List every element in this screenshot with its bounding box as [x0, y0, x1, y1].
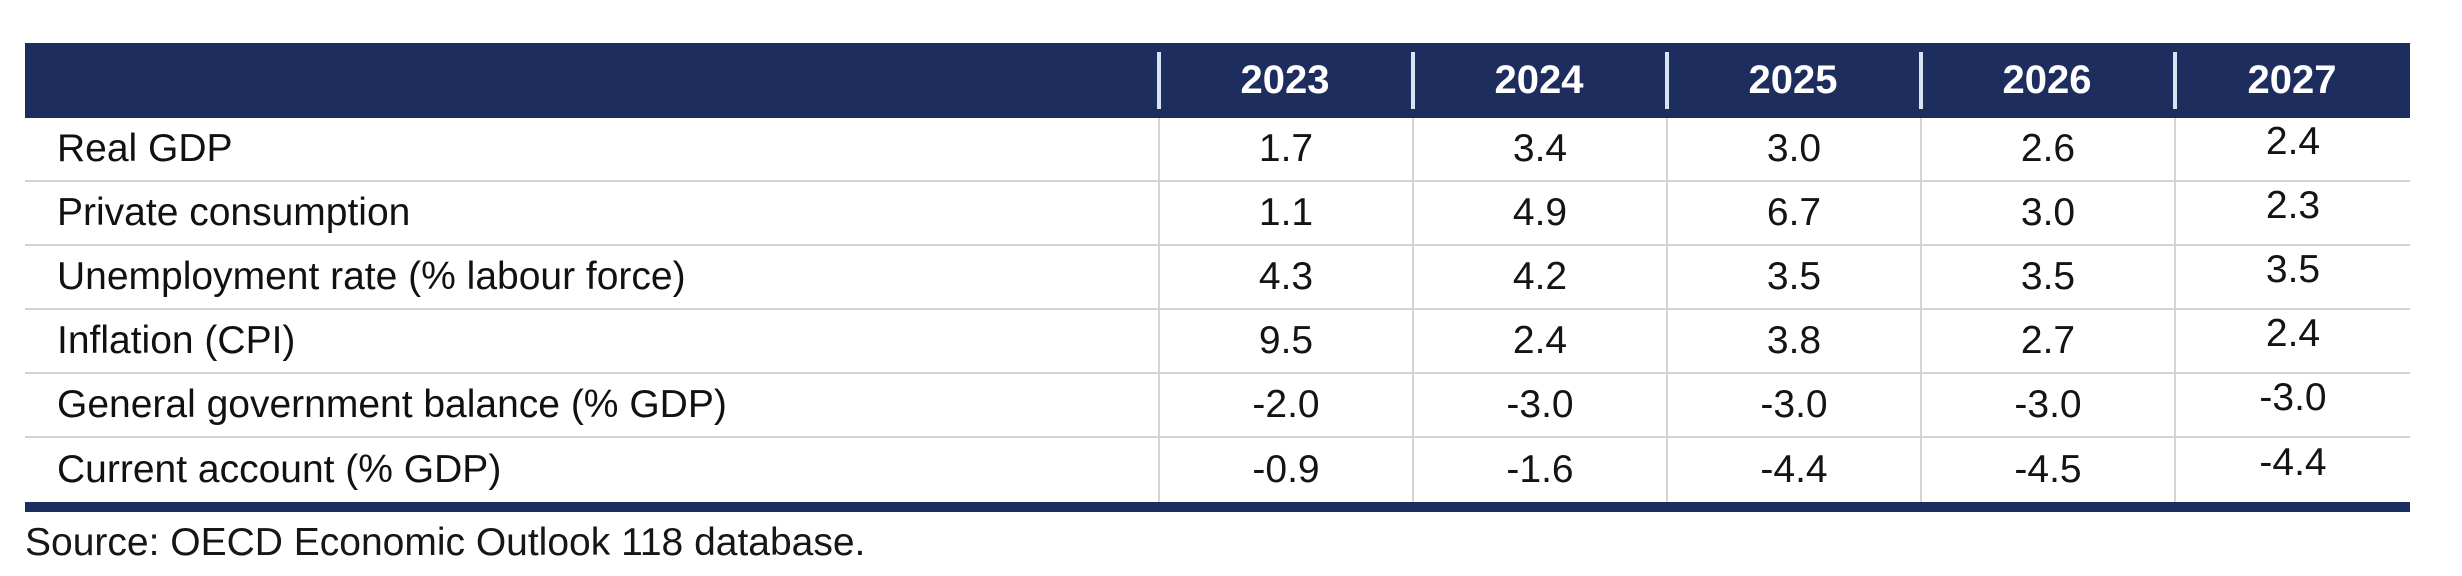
cell-value-text: 4.9	[1512, 191, 1568, 234]
cell-value-text: 1.1	[1258, 191, 1314, 234]
table-bottom-rule	[25, 502, 2410, 512]
table-row: Inflation (CPI) 9.5 2.4 3.8 2.7 2.4	[25, 310, 2410, 374]
year-label: 2024	[1494, 58, 1584, 102]
cell-value: 3.0	[1666, 118, 1920, 180]
cell-value: 3.5	[1666, 246, 1920, 308]
cell-value-text: 3.5	[2265, 248, 2321, 291]
cell-value: 2.6	[1920, 118, 2174, 180]
table-row: Current account (% GDP) -0.9 -1.6 -4.4 -…	[25, 438, 2410, 502]
table-row: Private consumption 1.1 4.9 6.7 3.0 2.3	[25, 182, 2410, 246]
cell-value-text: 3.5	[2020, 255, 2076, 298]
cell-value: 1.7	[1158, 118, 1412, 180]
cell-value: -3.0	[1666, 374, 1920, 436]
cell-value-text: 3.0	[1766, 127, 1822, 170]
cell-value: 3.4	[1412, 118, 1666, 180]
cell-value-text: 3.0	[2020, 191, 2076, 234]
row-label: General government balance (% GDP)	[57, 383, 727, 426]
cell-value-text: 2.6	[2020, 127, 2076, 170]
column-separator-line	[1665, 52, 1669, 109]
cell-value-text: 2.4	[1512, 319, 1568, 362]
economic-outlook-table: 2023 2024 2025 2026 2027 Real GDP 1.7 3.…	[25, 43, 2410, 512]
cell-value: 2.7	[1920, 310, 2174, 372]
row-label: Unemployment rate (% labour force)	[57, 255, 686, 298]
cell-value-text: 2.4	[2265, 120, 2321, 163]
year-header: 2027	[2173, 43, 2410, 118]
cell-value: 3.8	[1666, 310, 1920, 372]
cell-value-text: 3.5	[1766, 255, 1822, 298]
cell-value-text: -0.9	[1252, 448, 1320, 491]
cell-value: -3.0	[1412, 374, 1666, 436]
cell-value-text: 9.5	[1258, 319, 1314, 362]
cell-value: 6.7	[1666, 182, 1920, 244]
row-label: Real GDP	[57, 127, 233, 170]
cell-value-text: -3.0	[1760, 383, 1828, 426]
cell-value-text: 6.7	[1766, 191, 1822, 234]
table-row: Unemployment rate (% labour force) 4.3 4…	[25, 246, 2410, 310]
cell-value: 2.4	[1412, 310, 1666, 372]
cell-value: 4.9	[1412, 182, 1666, 244]
column-separator-line	[1157, 52, 1161, 109]
cell-value: 3.5	[2174, 246, 2410, 308]
year-label: 2027	[2247, 58, 2337, 102]
year-header: 2026	[1919, 43, 2174, 118]
cell-value-text: 2.4	[2265, 312, 2321, 355]
row-label: Current account (% GDP)	[57, 448, 502, 491]
cell-value-text: -4.4	[1760, 448, 1828, 491]
column-separator-line	[1919, 52, 1923, 109]
header-label-cell	[25, 43, 1158, 118]
cell-value-text: 2.7	[2020, 319, 2076, 362]
cell-value: -1.6	[1412, 438, 1666, 502]
cell-value: 2.4	[2174, 118, 2410, 180]
cell-value: -4.4	[2174, 438, 2410, 502]
year-label: 2026	[2002, 58, 2092, 102]
cell-value-text: 3.4	[1512, 127, 1568, 170]
cell-value: 2.3	[2174, 182, 2410, 244]
cell-value: -2.0	[1158, 374, 1412, 436]
cell-value-text: -1.6	[1506, 448, 1574, 491]
cell-value-text: 2.3	[2265, 184, 2321, 227]
column-separator-line	[1411, 52, 1415, 109]
cell-value: 9.5	[1158, 310, 1412, 372]
table-row: Real GDP 1.7 3.4 3.0 2.6 2.4	[25, 118, 2410, 182]
cell-value: 2.4	[2174, 310, 2410, 372]
year-header: 2024	[1411, 43, 1666, 118]
column-separator-line	[2173, 52, 2177, 109]
row-label: Inflation (CPI)	[57, 319, 296, 362]
cell-value: 3.0	[1920, 182, 2174, 244]
cell-value-text: -4.4	[2259, 441, 2327, 484]
cell-value-text: -3.0	[2014, 383, 2082, 426]
table-row: General government balance (% GDP) -2.0 …	[25, 374, 2410, 438]
cell-value: -4.4	[1666, 438, 1920, 502]
cell-value: -3.0	[2174, 374, 2410, 436]
cell-value: -3.0	[1920, 374, 2174, 436]
cell-value-text: -3.0	[1506, 383, 1574, 426]
year-header: 2023	[1157, 43, 1412, 118]
cell-value-text: -2.0	[1252, 383, 1320, 426]
cell-value-text: 1.7	[1258, 127, 1314, 170]
cell-value: 1.1	[1158, 182, 1412, 244]
table-header-row: 2023 2024 2025 2026 2027	[25, 43, 2410, 118]
cell-value-text: 3.8	[1766, 319, 1822, 362]
cell-value: -0.9	[1158, 438, 1412, 502]
cell-value-text: -4.5	[2014, 448, 2082, 491]
cell-value-text: 4.3	[1258, 255, 1314, 298]
cell-value: 3.5	[1920, 246, 2174, 308]
year-label: 2025	[1748, 58, 1838, 102]
cell-value-text: 4.2	[1512, 255, 1568, 298]
year-label: 2023	[1240, 58, 1330, 102]
cell-value: -4.5	[1920, 438, 2174, 502]
row-label: Private consumption	[57, 191, 411, 234]
cell-value: 4.2	[1412, 246, 1666, 308]
cell-value-text: -3.0	[2259, 376, 2327, 419]
source-note: Source: OECD Economic Outlook 118 databa…	[25, 521, 866, 564]
cell-value: 4.3	[1158, 246, 1412, 308]
year-header: 2025	[1665, 43, 1920, 118]
